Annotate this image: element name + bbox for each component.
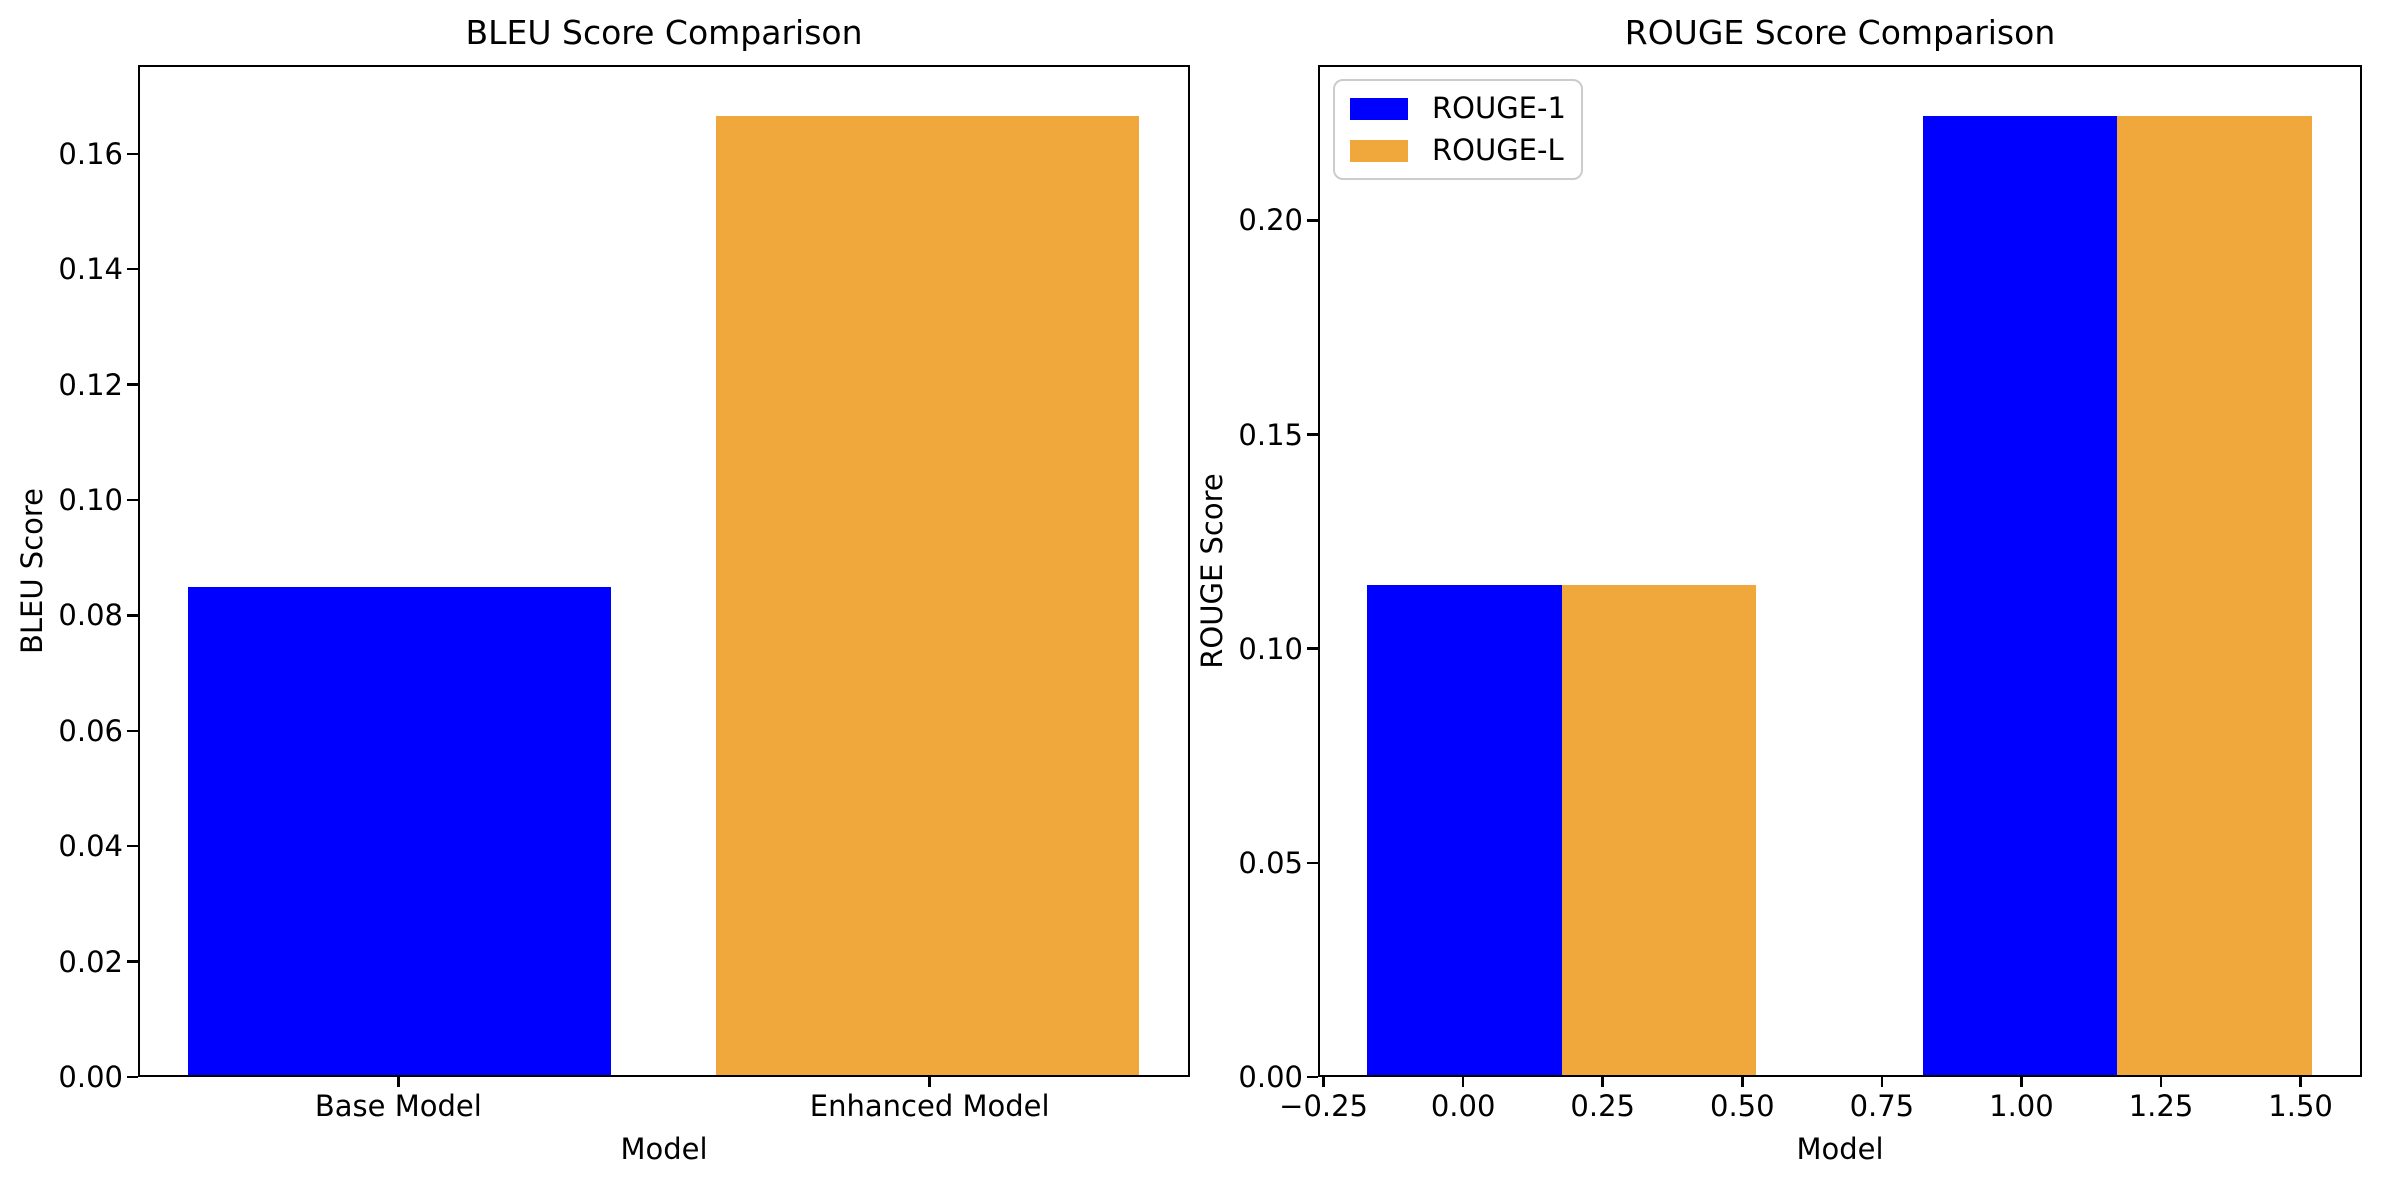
y-tick-label: 0.06 (58, 713, 123, 748)
x-tick (2020, 1077, 2023, 1087)
bleu-y-axis-label: BLEU Score (15, 487, 49, 655)
y-tick (127, 614, 138, 617)
rouge-x-axis-label: Model (1796, 1132, 1884, 1166)
y-tick-label: 0.05 (1238, 845, 1303, 880)
y-tick (127, 1075, 138, 1079)
y-tick-label: 0.08 (58, 598, 123, 633)
bleu-plot-area (138, 65, 1190, 1077)
y-tick (1307, 219, 1318, 222)
y-tick (127, 152, 138, 156)
y-tick-label: 0.04 (58, 829, 123, 864)
y-tick-label: 0.02 (58, 944, 123, 979)
legend-label: ROUGE-L (1432, 133, 1564, 167)
x-tick (1601, 1077, 1604, 1087)
y-tick (127, 729, 138, 733)
x-tick-label: 1.50 (2268, 1089, 2333, 1123)
y-tick-label: 0.12 (58, 367, 123, 402)
bar-enhanced-model-rouge-l (2117, 116, 2312, 1075)
x-tick (2159, 1077, 2163, 1087)
y-tick (127, 498, 138, 502)
rouge-plot-inner: ROUGE-1 ROUGE-L (1320, 67, 2360, 1075)
y-tick (127, 267, 138, 271)
rouge-plot-area: ROUGE-1 ROUGE-L (1318, 65, 2362, 1077)
y-tick (1307, 647, 1318, 650)
y-tick (127, 844, 138, 848)
bleu-x-axis-label: Model (620, 1132, 708, 1166)
x-tick-label: 0.25 (1570, 1089, 1635, 1123)
y-tick (1307, 433, 1318, 436)
y-tick (127, 960, 138, 963)
legend-swatch-rouge-1-icon (1350, 97, 1408, 120)
y-tick-label: 0.00 (58, 1060, 123, 1094)
bar-enhanced-model (716, 116, 1140, 1075)
x-tick (1461, 1077, 1465, 1087)
rouge-chart-title: ROUGE Score Comparison (1624, 13, 2056, 52)
y-tick-label: 0.15 (1238, 417, 1303, 452)
x-tick-label: 1.25 (2128, 1089, 2194, 1123)
x-tick (397, 1077, 400, 1087)
legend: ROUGE-1 ROUGE-L (1333, 79, 1583, 180)
bar-base-model-rouge-1 (1367, 584, 1562, 1075)
x-tick-label: Base Model (314, 1089, 482, 1123)
y-tick-label: 0.16 (58, 136, 123, 171)
legend-label: ROUGE-1 (1432, 91, 1566, 125)
x-tick-label: −0.25 (1279, 1089, 1369, 1123)
bleu-plot-inner (140, 67, 1188, 1075)
x-tick (2299, 1077, 2302, 1087)
x-tick-label: 1.00 (1989, 1089, 2054, 1123)
bar-base-model (187, 587, 611, 1075)
x-tick (1741, 1077, 1744, 1087)
y-tick (1307, 1075, 1318, 1079)
legend-item-rouge-l: ROUGE-L (1350, 134, 1566, 167)
x-tick-label: 0.50 (1710, 1089, 1775, 1123)
legend-swatch-rouge-l-icon (1350, 139, 1408, 162)
x-tick (1322, 1077, 1325, 1087)
y-tick-label: 0.20 (1238, 203, 1303, 238)
y-tick (1307, 861, 1318, 865)
bleu-chart-title: BLEU Score Comparison (465, 13, 863, 52)
y-tick (127, 383, 138, 386)
x-tick-label: 0.00 (1430, 1089, 1496, 1123)
y-tick-label: 0.14 (58, 252, 123, 287)
y-tick-label: 0.10 (1238, 631, 1303, 666)
y-tick-label: 0.00 (1238, 1060, 1303, 1094)
x-tick (1880, 1077, 1884, 1087)
bar-enhanced-model-rouge-1 (1922, 116, 2118, 1075)
x-tick-label: Enhanced Model (809, 1089, 1050, 1123)
x-tick (928, 1077, 931, 1087)
legend-item-rouge-1: ROUGE-1 (1350, 92, 1566, 125)
bar-base-model-rouge-l (1561, 584, 1757, 1075)
y-tick-label: 0.10 (58, 483, 123, 518)
x-tick-label: 0.75 (1849, 1089, 1915, 1123)
